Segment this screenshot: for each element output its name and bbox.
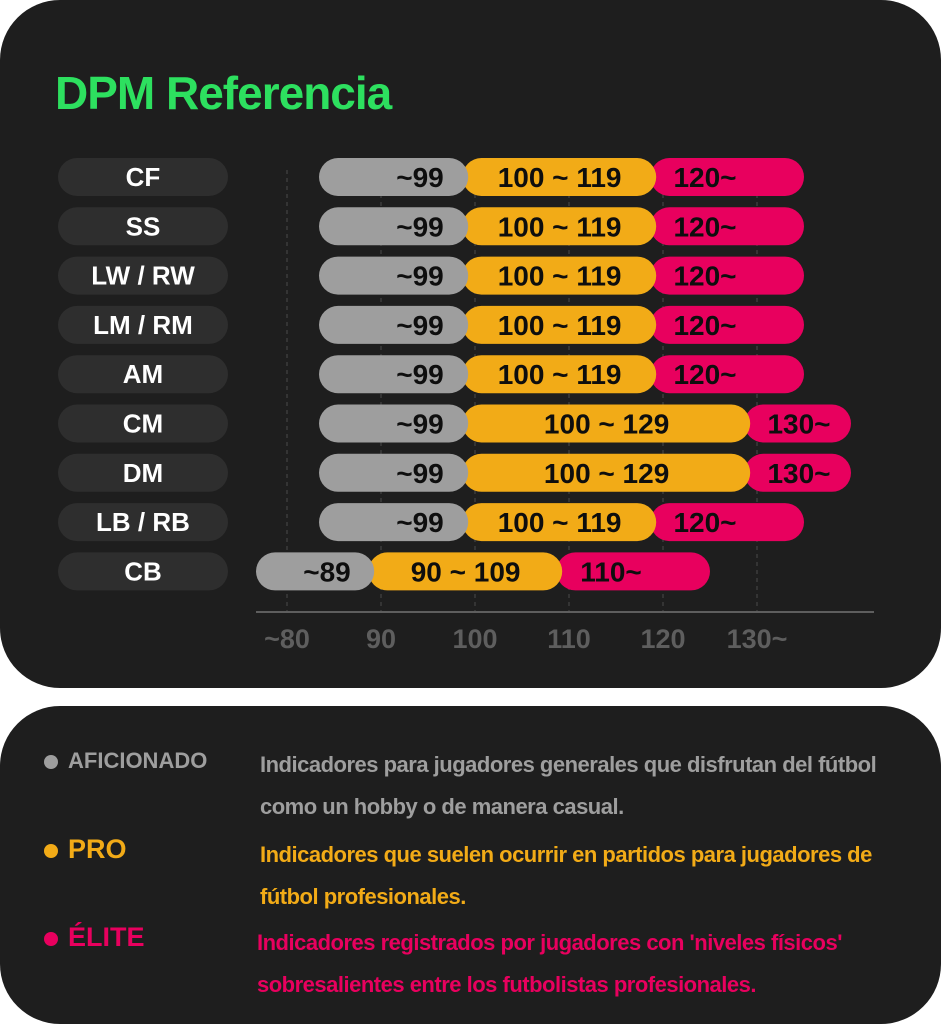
category-label: LB / RB <box>96 507 190 537</box>
bar-aficionado <box>319 305 469 344</box>
bar-label: 130~ <box>767 409 830 440</box>
legend-label-pro: PRO <box>44 834 127 865</box>
category-label: CF <box>126 162 161 192</box>
bar-label: ~99 <box>396 359 444 390</box>
category-pill <box>58 404 228 443</box>
bar-label: 100 ~ 119 <box>498 507 622 538</box>
x-tick-label: 130~ <box>727 624 788 654</box>
bar-lite <box>650 207 804 246</box>
category-pill <box>58 256 228 295</box>
bar-lite <box>650 503 804 542</box>
bar-pro <box>462 503 657 542</box>
bar-label: 130~ <box>767 458 830 489</box>
aficionado-dot-icon <box>44 755 58 770</box>
legend-name-text: PRO <box>68 834 127 864</box>
bar-label: 110~ <box>580 556 642 587</box>
bar-aficionado <box>319 158 469 196</box>
bar-label: 120~ <box>673 507 736 538</box>
bar-aficionado <box>319 453 469 492</box>
legend-label-elite: ÉLITE <box>44 922 145 953</box>
bar-label: 100 ~ 119 <box>498 261 622 292</box>
bar-pro <box>462 355 657 394</box>
category-pill <box>58 453 228 492</box>
bar-pro <box>462 207 657 246</box>
bar-label: ~89 <box>303 556 351 587</box>
bar-label: 120~ <box>673 162 736 193</box>
bar-lite <box>744 453 851 492</box>
bar-lite <box>556 552 710 591</box>
bar-label: ~99 <box>396 507 444 538</box>
legend-desc-elite: Indicadores registrados por jugadores co… <box>257 930 842 997</box>
legend-name-text: AFICIONADO <box>68 748 208 773</box>
legend-name-text: ÉLITE <box>68 922 145 952</box>
x-tick-label: ~80 <box>264 624 310 654</box>
bar-aficionado <box>319 355 469 394</box>
bar-pro <box>368 552 563 591</box>
bar-label: 100 ~ 129 <box>544 409 669 440</box>
category-pill <box>58 207 228 246</box>
pro-dot-icon <box>44 843 58 858</box>
bar-lite <box>650 355 804 394</box>
category-pill <box>58 305 228 344</box>
page-title: DPM Referencia <box>55 67 392 119</box>
bar-pro <box>462 453 751 492</box>
bar-label: 120~ <box>673 261 736 292</box>
chart-card: DPM Referencia CF ~99 100 ~ 119 120~ SS ~99 10… <box>0 0 941 688</box>
bar-label: 100 ~ 119 <box>498 359 622 390</box>
category-label: SS <box>126 211 161 241</box>
x-tick-label: 120 <box>640 624 685 654</box>
bar-pro <box>462 404 751 443</box>
bar-label: 100 ~ 129 <box>544 458 669 489</box>
bar-label: ~99 <box>396 409 444 440</box>
bar-label: 120~ <box>673 359 736 390</box>
bar-label: 90 ~ 109 <box>411 556 521 587</box>
bar-lite <box>650 305 804 344</box>
bar-label: ~99 <box>396 162 444 193</box>
bar-label: 100 ~ 119 <box>498 310 622 341</box>
category-pill <box>58 503 228 542</box>
category-label: LW / RW <box>91 261 195 291</box>
bar-label: 120~ <box>673 310 736 341</box>
bar-aficionado <box>256 552 375 591</box>
x-tick-label: 110 <box>547 624 591 654</box>
category-pill <box>58 552 228 591</box>
bar-label: 120~ <box>673 211 736 242</box>
bar-lite <box>650 158 804 196</box>
category-label: DM <box>123 458 163 488</box>
category-label: LM / RM <box>93 310 193 340</box>
legend-label-aficionado: AFICIONADO <box>44 748 207 774</box>
bar-label: ~99 <box>396 310 444 341</box>
category-label: AM <box>123 359 163 389</box>
bar-label: 100 ~ 119 <box>498 211 622 242</box>
dpm-chart: CF ~99 100 ~ 119 120~ SS ~99 100 ~ 119 120~ LW /… <box>58 158 874 654</box>
bar-label: ~99 <box>396 458 444 489</box>
x-tick-label: 90 <box>366 624 396 654</box>
category-label: CM <box>123 409 163 439</box>
bar-pro <box>462 256 657 295</box>
legend-card: AFICIONADO Indicadores para jugadores ge… <box>0 706 941 1024</box>
legend-desc-aficionado: Indicadores para jugadores generales que… <box>260 752 877 819</box>
bar-pro <box>462 158 657 196</box>
category-label: CB <box>124 556 162 586</box>
bar-aficionado <box>319 503 469 542</box>
bar-pro <box>462 305 657 344</box>
legend-desc-pro: Indicadores que suelen ocurrir en partid… <box>260 842 872 909</box>
bar-aficionado <box>319 404 469 443</box>
bar-aficionado <box>319 207 469 246</box>
bar-lite <box>744 404 851 443</box>
bar-label: ~99 <box>396 211 444 242</box>
category-pill <box>58 355 228 394</box>
bar-label: 100 ~ 119 <box>498 162 622 193</box>
x-tick-label: 100 <box>452 624 497 654</box>
bar-lite <box>650 256 804 295</box>
bar-label: ~99 <box>396 261 444 292</box>
bar-aficionado <box>319 256 469 295</box>
elite-dot-icon <box>44 931 58 946</box>
category-pill <box>58 158 228 196</box>
